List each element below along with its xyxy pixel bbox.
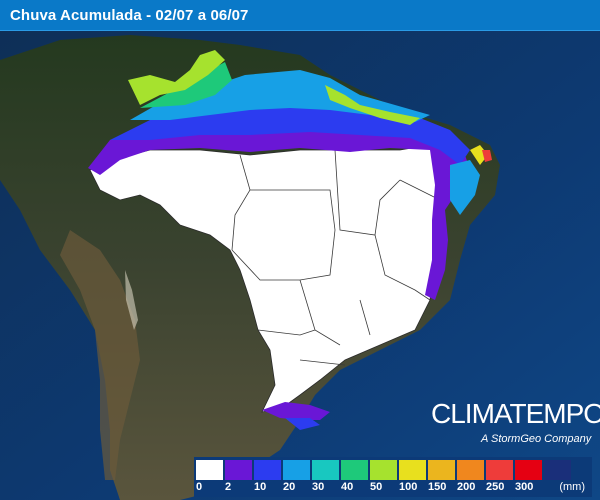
rainfall-map (0, 31, 600, 500)
map-title: Chuva Acumulada - 02/07 a 06/07 (10, 7, 249, 24)
rain-band-lime-east (325, 85, 420, 125)
legend-label: 20 (283, 481, 296, 493)
legend-swatch (341, 460, 368, 480)
andes-region (60, 230, 140, 480)
rain-band-south (262, 402, 330, 420)
state-borders (231, 149, 441, 366)
legend-label: 30 (312, 481, 325, 493)
legend-unit: (mm) (559, 481, 585, 493)
brazil-dry-area (89, 144, 441, 413)
legend-swatch (196, 460, 223, 480)
legend-label: 0 (196, 481, 203, 493)
legend-label: 2 (225, 481, 232, 493)
legend-label: 40 (341, 481, 354, 493)
climatempo-logo: CLIMATEMPO A StormGeo Company (431, 398, 600, 448)
legend-label: 100 (399, 481, 418, 493)
legend-label: 150 (428, 481, 447, 493)
legend-label: 50 (370, 481, 383, 493)
legend-label: 300 (515, 481, 534, 493)
title-bar: Chuva Acumulada - 02/07 a 06/07 (0, 0, 600, 31)
rain-band-south-blue (285, 418, 320, 430)
legend-swatch (225, 460, 252, 480)
brand-tagline: A StormGeo Company (481, 433, 592, 445)
legend-swatch (370, 460, 397, 480)
legend-swatch (515, 460, 542, 480)
precipitation-legend: 0 2 10 20 30 40 50 100 150 200 250 300 (… (194, 457, 592, 497)
rain-band-lime (128, 50, 225, 105)
legend-label: 200 (457, 481, 476, 493)
legend-swatch (312, 460, 339, 480)
legend-swatch (544, 460, 571, 480)
legend-swatch (457, 460, 484, 480)
legend-label: 250 (486, 481, 505, 493)
legend-swatch (428, 460, 455, 480)
andes-snow (125, 270, 138, 330)
legend-swatch (486, 460, 513, 480)
legend-swatch (254, 460, 281, 480)
brand-name: CLIMATEMPO (431, 398, 600, 429)
rain-band-orange-northeast (482, 150, 492, 162)
legend-swatch (283, 460, 310, 480)
legend-label: 10 (254, 481, 267, 493)
legend-swatch (399, 460, 426, 480)
rain-band-east-coast (450, 160, 480, 215)
